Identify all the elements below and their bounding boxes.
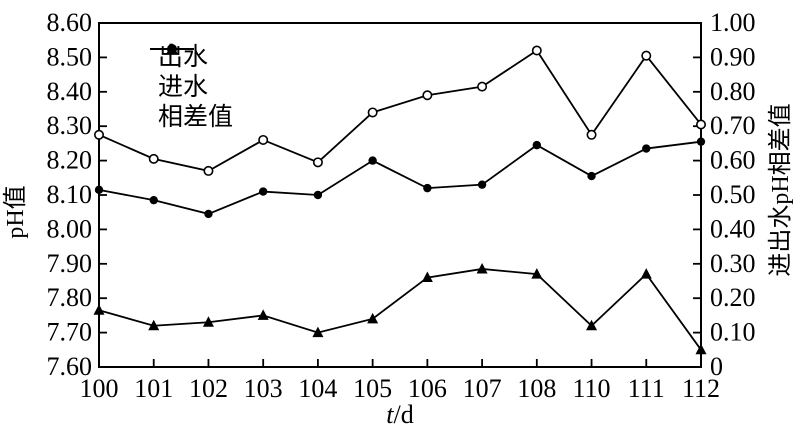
marker-circle-open	[367, 107, 378, 118]
marker-triangle-filled	[640, 268, 652, 279]
x-axis-title-unit: /d	[393, 400, 414, 429]
x-axis-tick-label: 106	[408, 374, 447, 403]
left-axis-tick-label: 7.70	[47, 318, 93, 347]
marker-circle-filled	[94, 185, 104, 195]
legend-item-difference: 相差值	[150, 43, 234, 132]
legend-marker-triangle-filled-icon	[150, 43, 194, 54]
marker-triangle-filled	[421, 271, 433, 283]
x-axis-tick-label: 110	[573, 374, 611, 403]
right-axis-title: 进出水pH相差值	[768, 103, 794, 277]
right-axis-tick-label: 0	[710, 352, 723, 381]
marker-circle-open	[477, 81, 488, 92]
right-axis-tick-label: 0.90	[710, 42, 756, 71]
x-axis-tick-label: 103	[244, 374, 283, 403]
left-axis-tick-label: 8.20	[47, 146, 93, 175]
marker-circle-filled	[696, 137, 706, 146]
marker-triangle-filled	[148, 319, 160, 331]
x-axis-tick-label: 111	[628, 374, 665, 403]
marker-circle-filled	[642, 144, 651, 153]
right-axis-tick-label: 0.50	[710, 180, 756, 209]
marker-triangle-filled	[531, 268, 543, 279]
left-axis-tick-label: 7.90	[47, 249, 93, 278]
marker-circle-filled	[532, 140, 542, 150]
series-line-进水	[98, 140, 702, 215]
x-axis-tick-label: 100	[80, 374, 119, 403]
legend-triangle-filled-marker	[166, 43, 178, 54]
marker-circle-open	[312, 157, 323, 168]
marker-triangle-filled	[312, 326, 324, 338]
marker-circle-filled	[204, 209, 213, 219]
right-axis-tick-label: 0.70	[710, 111, 756, 140]
marker-triangle-filled	[257, 309, 269, 320]
marker-circle-open	[422, 90, 433, 101]
left-axis-tick-label: 8.00	[47, 214, 93, 243]
marker-triangle-filled	[367, 312, 379, 324]
series-line-出水	[98, 49, 702, 172]
legend-item-inlet: 进水	[150, 44, 233, 102]
left-axis-tick-label: 7.80	[47, 283, 93, 312]
legend-label: 相差值	[158, 103, 234, 131]
marker-circle-filled	[587, 171, 596, 181]
marker-circle-filled	[149, 195, 158, 205]
x-axis-tick-label: 112	[682, 374, 720, 403]
right-axis-tick-label: 0.40	[710, 214, 756, 243]
right-axis-tick-label: 0.10	[710, 318, 756, 347]
right-axis-tick-label: 0.80	[710, 77, 756, 106]
x-axis-tick-label: 105	[353, 374, 392, 403]
marker-circle-open	[148, 153, 159, 164]
right-axis-tick-label: 0.60	[710, 146, 756, 175]
left-axis-tick-label: 8.40	[47, 77, 93, 106]
marker-circle-filled	[368, 156, 377, 165]
left-axis-tick-label: 8.10	[47, 180, 93, 209]
marker-triangle-filled	[695, 343, 707, 355]
marker-triangle-filled	[476, 262, 488, 274]
marker-triangle-filled	[202, 316, 214, 327]
right-axis-tick-label: 1.00	[710, 8, 756, 37]
x-axis-tick-label: 101	[134, 374, 173, 403]
x-axis-tick-label: 108	[517, 374, 556, 403]
left-axis-tick-label: 8.50	[47, 42, 93, 71]
series-line-相差值	[98, 268, 702, 351]
left-axis-title: pH值	[3, 185, 29, 239]
marker-triangle-filled	[93, 304, 105, 315]
legend: 出水 进水 相差值	[150, 42, 233, 132]
marker-circle-filled	[258, 187, 268, 196]
x-axis-tick-label: 102	[189, 374, 228, 403]
marker-circle-open	[641, 50, 652, 61]
left-axis-tick-label: 8.30	[47, 111, 93, 140]
marker-circle-filled	[423, 183, 432, 193]
marker-triangle-filled	[586, 319, 598, 331]
x-axis-title: t/d	[386, 402, 413, 428]
left-axis-tick-label: 8.60	[47, 8, 93, 37]
right-axis-tick-label: 0.30	[710, 249, 756, 278]
x-axis-tick-label: 104	[298, 374, 337, 403]
marker-circle-open	[94, 129, 105, 140]
marker-circle-open	[258, 134, 269, 145]
x-axis-tick-label: 107	[463, 374, 502, 403]
marker-circle-open	[695, 119, 706, 130]
legend-label: 进水	[158, 73, 209, 101]
marker-circle-open	[586, 129, 597, 140]
right-axis-tick-label: 0.20	[710, 283, 756, 312]
marker-circle-filled	[477, 180, 487, 189]
marker-circle-filled	[313, 190, 323, 200]
x-axis-title-variable: t	[386, 400, 394, 429]
marker-circle-open	[203, 165, 214, 176]
left-axis-tick-label: 7.60	[47, 352, 93, 381]
marker-circle-open	[531, 45, 542, 56]
